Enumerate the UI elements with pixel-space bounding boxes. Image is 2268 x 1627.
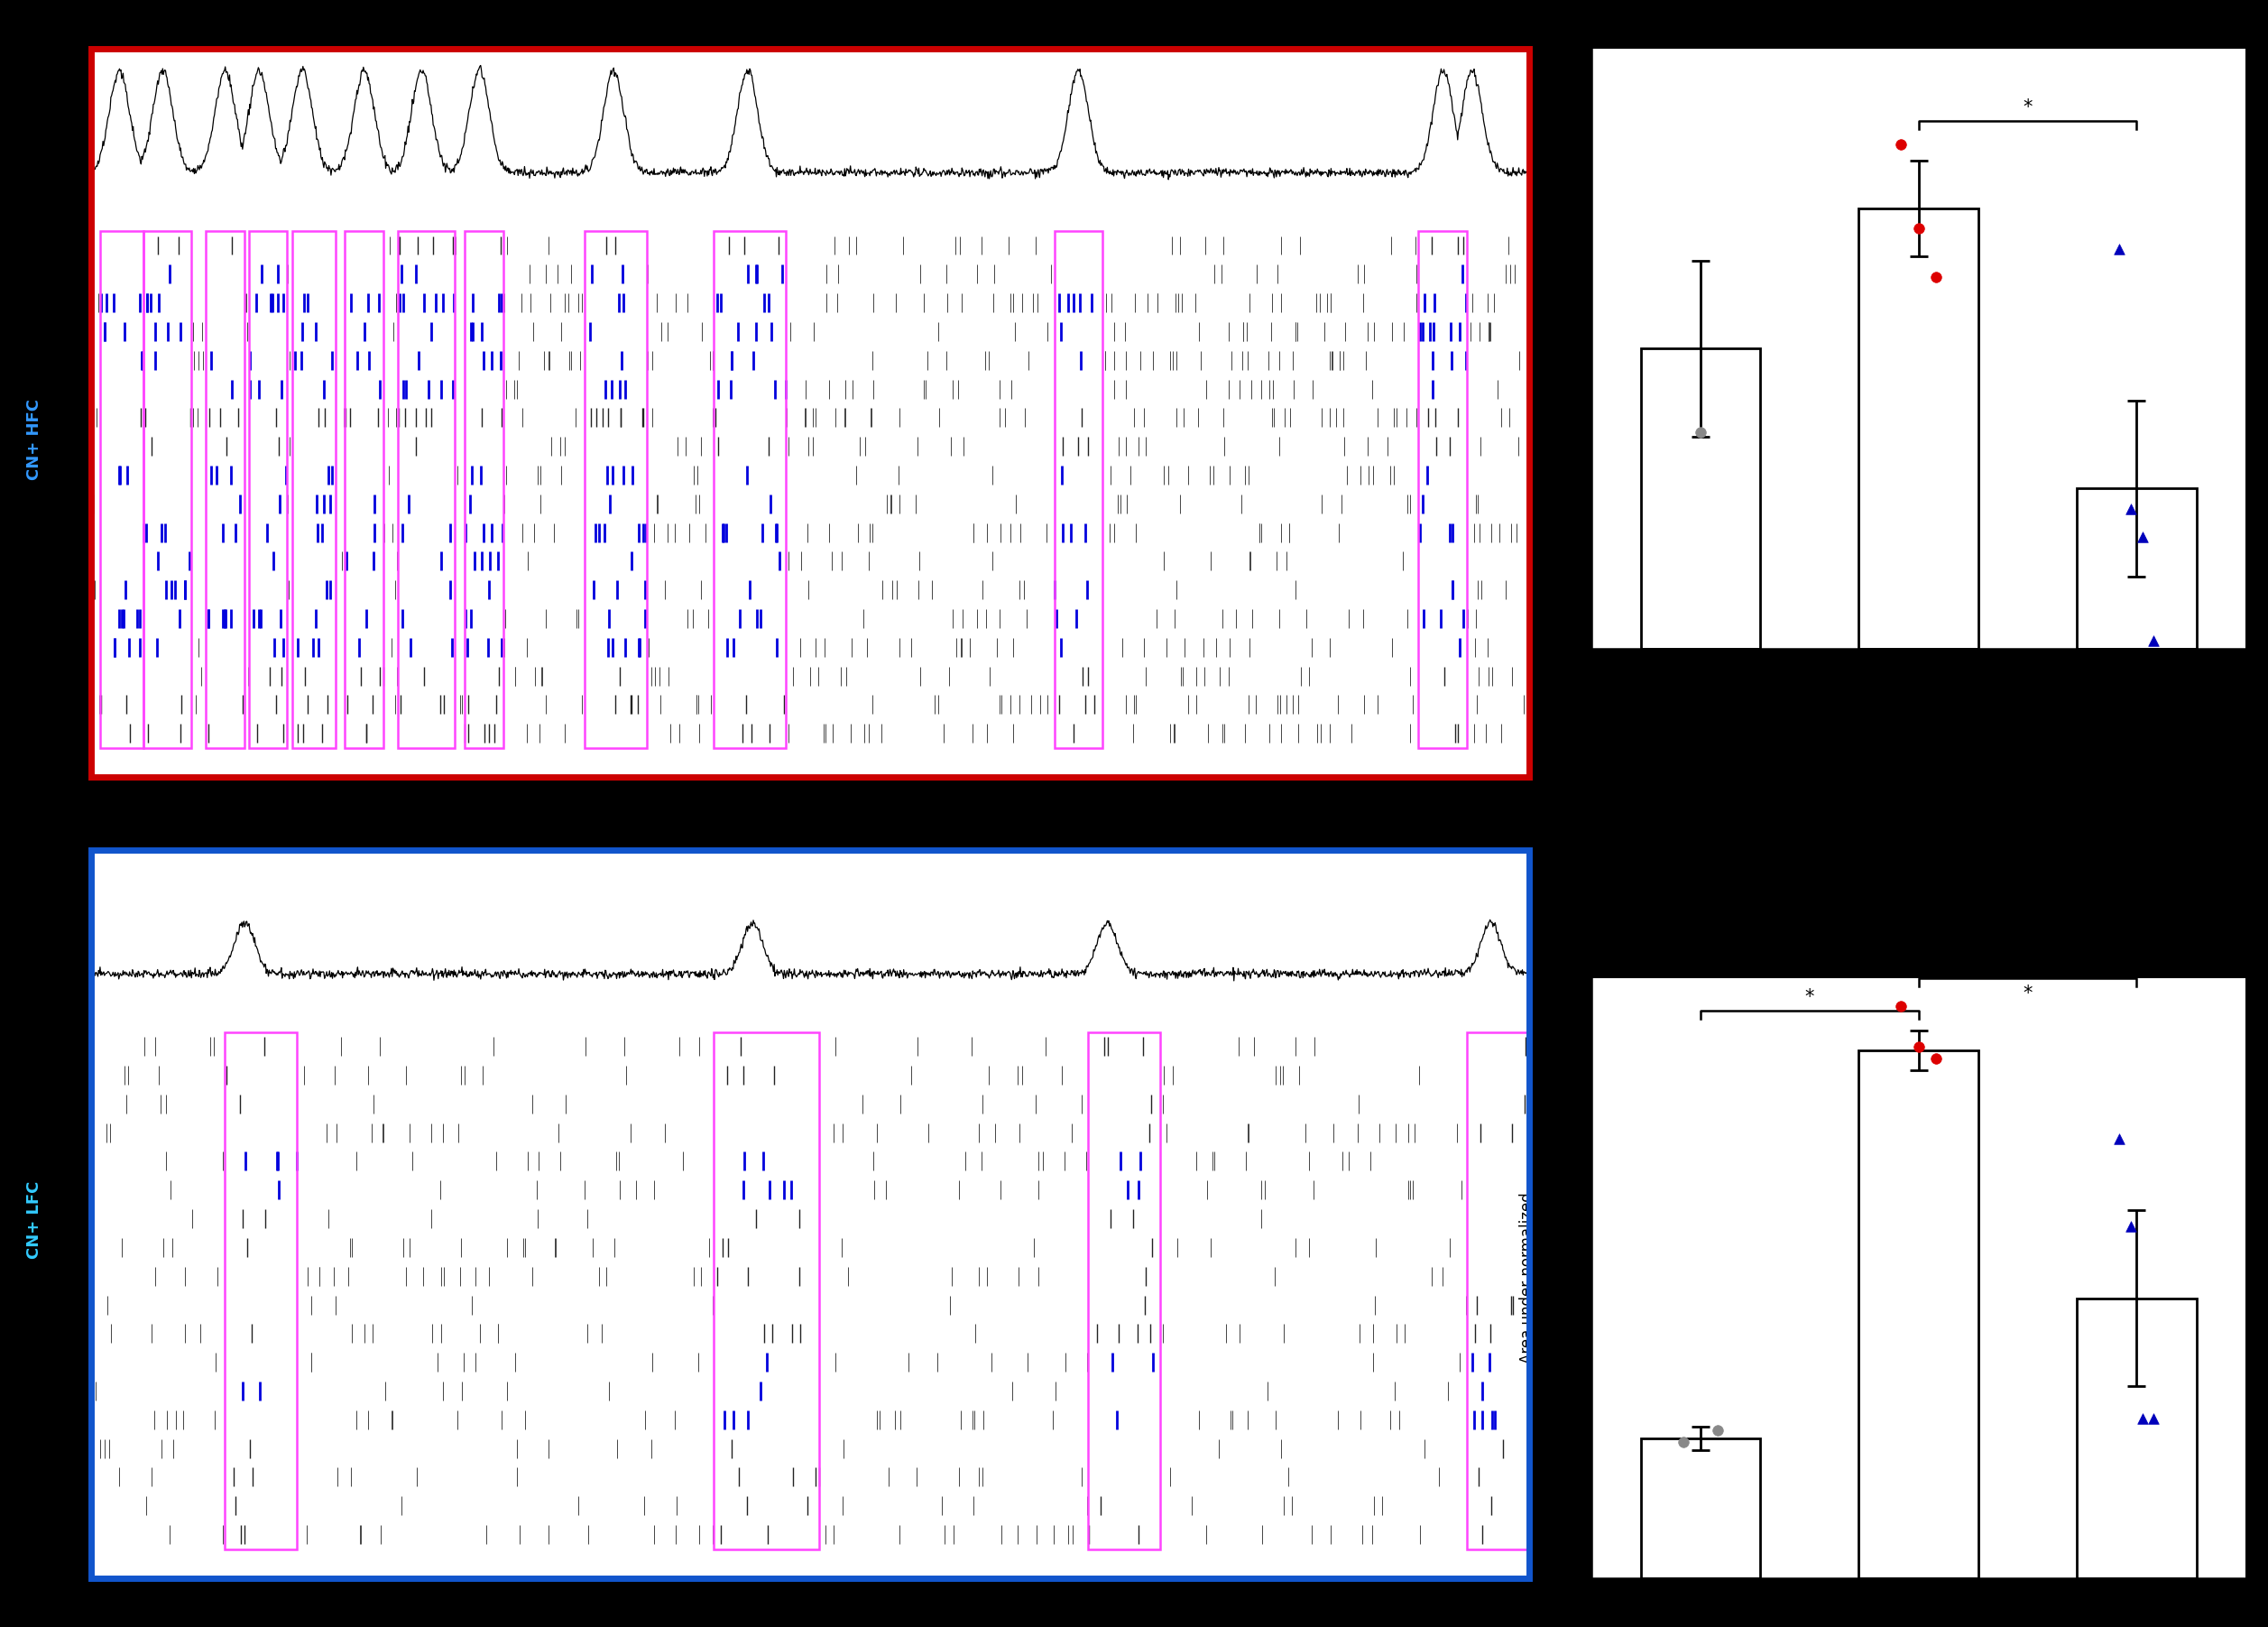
Text: Channels: Channels (1542, 1214, 1556, 1277)
Point (1882, 132, 1919, 158)
Point (2100, 1126, 2136, 1152)
Bar (1055, 231, 1102, 748)
Point (2100, 236, 2136, 262)
Bar (465, 231, 503, 748)
Title: Activity: Activity (1878, 28, 1960, 46)
Bar (714, 1032, 819, 1549)
Bar (2077, 1298, 2195, 1578)
Text: ·: · (2023, 952, 2032, 976)
Point (2125, 524, 2161, 550)
Point (1901, 1033, 1937, 1059)
Bar (1418, 231, 1467, 748)
Point (1901, 216, 1937, 242)
Bar (1857, 1051, 1978, 1578)
Bar (345, 231, 383, 748)
Text: *: * (1805, 988, 1814, 1007)
Point (2112, 1214, 2148, 1240)
Bar (1857, 208, 1978, 649)
Bar (714, 231, 785, 748)
Bar (585, 231, 646, 748)
Text: N.S: N.S (1905, 918, 1932, 934)
Point (1882, 994, 1919, 1020)
Bar (1640, 1438, 1760, 1578)
Point (1665, 1429, 1701, 1455)
Text: CN+ HFC: CN+ HFC (25, 399, 43, 480)
Bar (397, 231, 456, 748)
Bar (206, 231, 245, 748)
Point (2136, 1406, 2173, 1432)
Point (2125, 1406, 2161, 1432)
Bar (249, 231, 288, 748)
Text: *: * (2023, 984, 2032, 1002)
Point (1683, 420, 1719, 446)
Text: CN+ LFC: CN+ LFC (25, 1181, 43, 1259)
Point (1919, 1046, 1955, 1072)
Bar (100, 231, 143, 748)
Y-axis label: Area under normalized
cross-correlation: Area under normalized cross-correlation (1520, 1193, 1554, 1363)
Title: Synchrony: Synchrony (1862, 957, 1975, 975)
Bar (143, 231, 191, 748)
Text: *: * (2023, 99, 2032, 117)
Bar (1640, 348, 1760, 649)
Bar (1467, 1032, 1529, 1549)
Point (1919, 264, 1955, 290)
Y-axis label: Network burst frequency: Network burst frequency (1538, 255, 1554, 443)
Text: Spikes/s: Spikes/s (1542, 137, 1556, 194)
Text: Spikes/s: Spikes/s (1542, 937, 1556, 994)
X-axis label: Time (s): Time (s) (776, 1606, 844, 1622)
Point (1699, 1417, 1735, 1443)
Bar (293, 231, 336, 748)
Bar (225, 1032, 297, 1549)
Bar (1089, 1032, 1159, 1549)
Point (2136, 628, 2173, 654)
Text: Channels: Channels (1542, 413, 1556, 477)
Bar (2077, 488, 2195, 649)
X-axis label: Time (s): Time (s) (776, 804, 844, 820)
Point (2112, 496, 2148, 522)
